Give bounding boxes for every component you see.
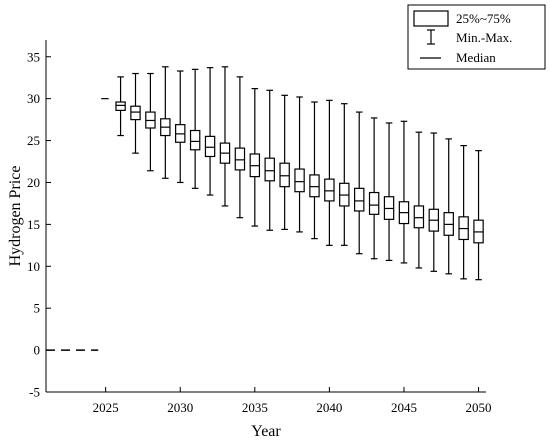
y-axis-title: Hydrogen Price [7,166,24,267]
y-tick-label: 20 [27,175,40,190]
legend: 25%~75% Min.-Max. Median [407,4,546,70]
box-2042 [353,111,365,255]
box-2032 [204,67,216,196]
x-tick-label: 2035 [242,400,268,415]
iqr-box [115,101,126,112]
box-2041 [339,103,350,246]
y-tick-label: 30 [27,91,40,106]
box-2039 [309,101,320,240]
y-tick-label: 25 [27,133,40,148]
iqr-box [309,174,320,198]
x-axis-title: Year [251,423,281,440]
iqr-box [294,168,305,193]
x-axis-ticks: 2025 2030 2035 2040 2045 2050 [93,387,492,415]
box-2027 [130,72,141,154]
legend-box-icon [413,10,449,27]
y-tick-label: 15 [27,217,40,232]
y-tick-label: -5 [29,385,40,400]
iqr-box [204,135,216,158]
x-tick-label: 2040 [316,400,342,415]
x-tick-label: 2050 [466,400,492,415]
legend-whisker-icon [427,29,435,45]
x-tick-label: 2045 [391,400,417,415]
box-2033 [219,66,231,207]
box-2045 [398,120,410,264]
legend-label-whisker: Min.-Max. [456,30,512,45]
box-2049 [458,145,469,280]
y-tick-label: 5 [34,301,41,316]
box-2035 [249,88,261,227]
box-2040 [324,99,335,246]
box-2028 [145,72,156,172]
iqr-box [234,147,246,171]
legend-label-box: 25%~75% [456,11,511,26]
box-2048 [443,138,454,275]
box-2037 [279,94,290,231]
y-tick-label: 35 [27,49,40,64]
y-axis-ticks: -5 0 5 10 15 20 25 30 35 [27,49,51,400]
x-tick-label: 2030 [167,400,193,415]
iqr-box [413,205,425,229]
iqr-box [368,191,380,215]
box-2038 [294,96,305,233]
box-2026 [115,76,126,137]
iqr-box [324,178,335,202]
box-2044 [383,122,395,262]
box-2029 [160,66,171,179]
y-tick-label: 10 [27,259,40,274]
box-series [115,66,484,281]
historical-lines [46,98,109,351]
iqr-box [279,162,290,188]
box-2036 [264,89,275,231]
box-2030 [175,70,186,184]
x-tick-label: 2025 [93,400,119,415]
iqr-box [189,129,201,151]
y-tick-label: 0 [34,343,41,358]
box-2034 [234,76,246,219]
legend-label-median: Median [456,50,496,65]
iqr-box [353,187,365,212]
box-2050 [473,150,484,281]
iqr-box [130,105,141,121]
box-2047 [428,132,440,272]
iqr-box [264,157,275,182]
box-2043 [368,117,380,260]
box-2046 [413,131,425,269]
box-2031 [189,68,201,189]
